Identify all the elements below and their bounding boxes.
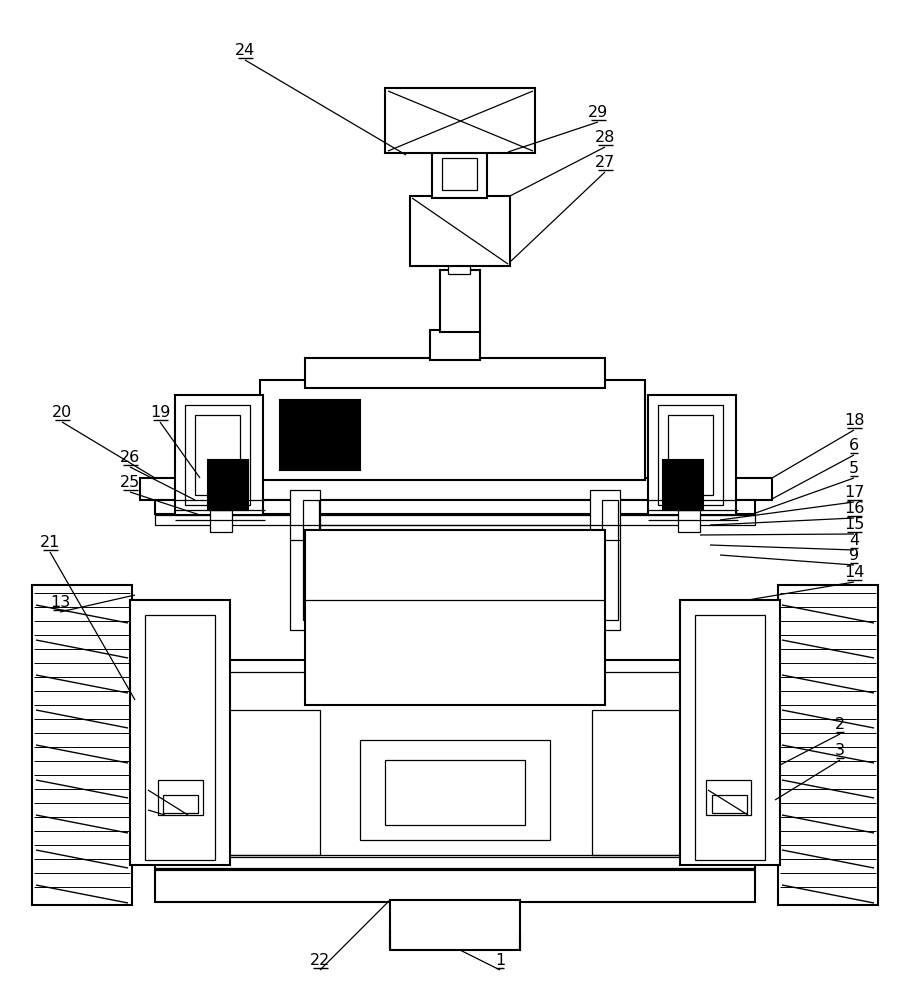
Text: 19: 19 — [149, 405, 170, 420]
Bar — [430, 330, 480, 360]
Text: 24: 24 — [235, 43, 255, 58]
Text: 4: 4 — [849, 533, 859, 548]
Bar — [158, 780, 203, 815]
Bar — [390, 900, 520, 950]
Bar — [442, 158, 477, 190]
Text: 15: 15 — [844, 517, 865, 532]
Bar — [208, 460, 248, 510]
Bar — [778, 585, 878, 905]
Text: 6: 6 — [849, 438, 859, 453]
Bar — [305, 530, 605, 705]
Bar — [155, 500, 755, 514]
Text: 25: 25 — [120, 475, 140, 490]
Bar — [185, 405, 250, 505]
Text: 18: 18 — [844, 413, 865, 428]
Text: 3: 3 — [835, 743, 845, 758]
Bar — [648, 395, 736, 515]
Bar — [155, 515, 755, 525]
Bar — [130, 600, 230, 865]
Text: 27: 27 — [595, 155, 615, 170]
Bar — [280, 400, 360, 470]
Bar — [663, 460, 703, 510]
Text: 16: 16 — [844, 501, 865, 516]
Bar — [385, 88, 535, 153]
Bar — [440, 270, 480, 332]
Bar — [303, 500, 319, 620]
Text: 28: 28 — [595, 130, 615, 145]
Text: 5: 5 — [849, 461, 859, 476]
Bar — [602, 500, 618, 620]
Bar — [360, 740, 550, 840]
Bar — [658, 405, 723, 505]
Text: 29: 29 — [588, 105, 609, 120]
Bar — [155, 660, 755, 870]
Bar — [163, 795, 198, 813]
Text: 9: 9 — [849, 548, 859, 563]
Bar — [210, 510, 232, 532]
Bar — [712, 795, 747, 813]
Bar — [410, 196, 510, 266]
Bar — [695, 615, 765, 860]
Bar — [668, 415, 713, 495]
Text: 13: 13 — [50, 595, 70, 610]
Bar — [590, 490, 620, 630]
Bar — [175, 395, 263, 515]
Bar — [170, 710, 320, 855]
Bar — [195, 415, 240, 495]
Text: 22: 22 — [310, 953, 330, 968]
Bar — [706, 780, 751, 815]
Text: 26: 26 — [120, 450, 140, 465]
Bar — [305, 358, 605, 388]
Text: 21: 21 — [40, 535, 60, 550]
Bar — [385, 760, 525, 825]
Text: 2: 2 — [835, 717, 845, 732]
Bar — [290, 490, 320, 630]
Text: 14: 14 — [844, 565, 865, 580]
Text: 20: 20 — [52, 405, 72, 420]
Text: 17: 17 — [844, 485, 865, 500]
Bar — [680, 600, 780, 865]
Bar — [140, 478, 772, 500]
Text: 1: 1 — [495, 953, 505, 968]
Bar — [145, 615, 215, 860]
Bar — [32, 585, 132, 905]
Bar — [170, 672, 742, 857]
Bar — [155, 870, 755, 902]
Bar — [678, 510, 700, 532]
Bar — [592, 710, 740, 855]
Bar — [432, 152, 487, 198]
Bar — [260, 380, 645, 480]
Bar — [448, 262, 470, 274]
